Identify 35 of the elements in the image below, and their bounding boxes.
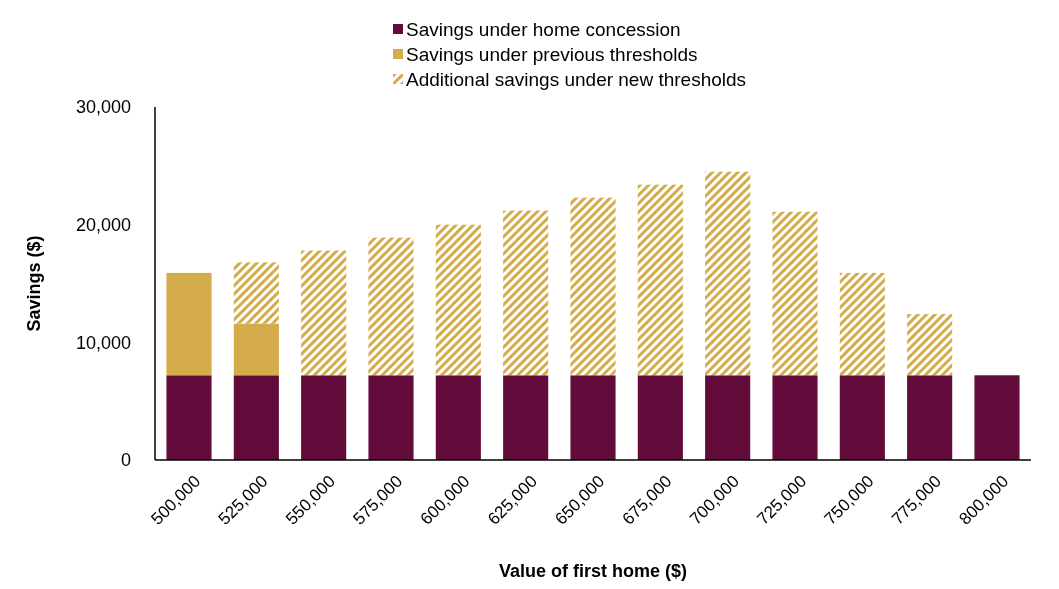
y-tick-label: 0 <box>120 450 131 471</box>
bar <box>705 375 751 460</box>
bar <box>503 375 549 460</box>
bar <box>233 262 279 324</box>
legend-label: Savings under previous thresholds <box>406 43 698 65</box>
bar <box>166 272 212 376</box>
bar <box>839 375 885 460</box>
bar <box>233 323 279 376</box>
y-axis-title: Savings ($) <box>24 235 44 332</box>
y-tick-label: 30,000 <box>75 97 131 118</box>
legend-label: Savings under home concession <box>406 18 681 40</box>
bar <box>839 272 885 376</box>
bar <box>907 375 953 460</box>
bar <box>705 171 751 376</box>
bar <box>570 197 616 376</box>
bar <box>974 375 1020 460</box>
bar <box>368 375 414 460</box>
y-tick-label: 20,000 <box>75 214 131 235</box>
bar <box>570 375 616 460</box>
bar <box>435 375 481 460</box>
bar <box>907 314 953 376</box>
bar <box>772 211 818 376</box>
bar <box>233 375 279 460</box>
bar <box>166 375 212 460</box>
bar <box>637 375 683 460</box>
bar <box>772 375 818 460</box>
bar <box>637 184 683 376</box>
legend-label: Additional savings under new thresholds <box>406 68 747 90</box>
bar <box>301 375 347 460</box>
y-tick-label: 10,000 <box>75 332 131 353</box>
bar <box>368 237 414 376</box>
bar <box>503 210 549 376</box>
bar <box>301 250 347 376</box>
bar <box>435 224 481 376</box>
x-axis-title: Value of first home ($) <box>498 561 688 581</box>
